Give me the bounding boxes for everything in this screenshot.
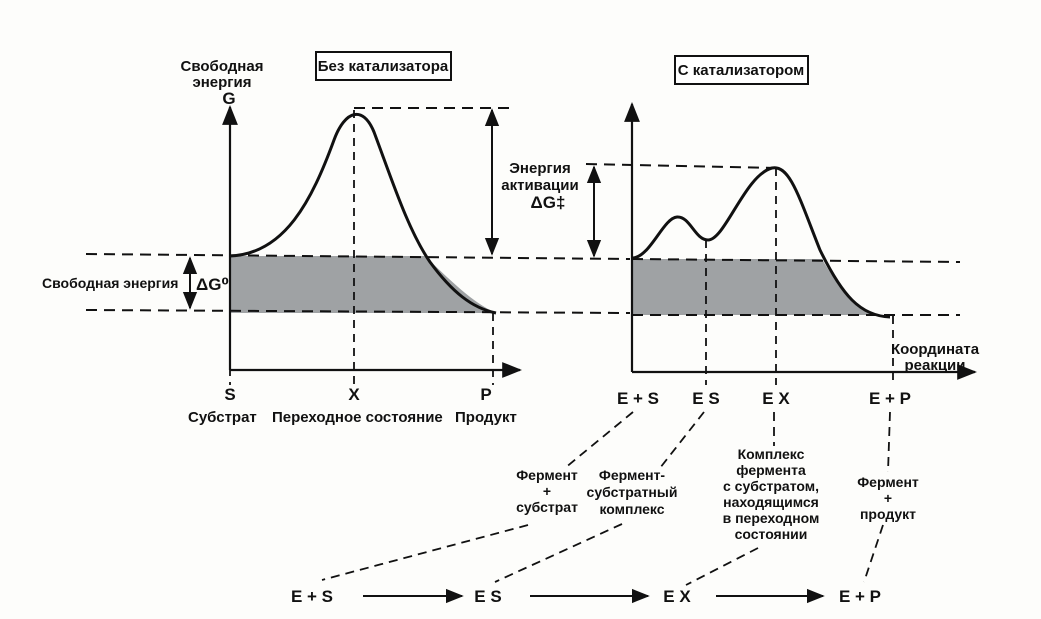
right-panel: С катализатором Энергия активации ΔG‡ Ко…: [501, 55, 980, 408]
activation-label-line1: Энергия: [509, 160, 570, 177]
caption-enzyme-substrate-3: субстрат: [516, 499, 578, 515]
caption-es-complex-2: субстратный: [587, 484, 678, 500]
tick-e-plus-s: E + S: [617, 389, 659, 408]
left-panel: Без катализатора Свободная энергия G Сво…: [42, 51, 631, 426]
leader-lines: [321, 411, 891, 586]
free-energy-label: Свободная энергия: [42, 275, 178, 291]
tick-e-plus-p: E + P: [869, 389, 911, 408]
tick-s: S: [224, 385, 235, 404]
caption-product: Продукт: [455, 409, 517, 426]
caption-enzyme-product-3: продукт: [860, 506, 916, 522]
caption-transition-state: Переходное состояние: [272, 409, 443, 426]
leader-e-plus-s-bottom: [321, 524, 529, 581]
free-energy-band-right: [632, 259, 876, 315]
activation-label-line3: ΔG‡: [531, 193, 566, 212]
reaction-coordinate-line1: Координата: [891, 341, 980, 358]
leader-e-plus-p-bottom: [863, 524, 884, 583]
caption-enzyme-substrate-1: Фермент: [516, 467, 578, 483]
title-right: С катализатором: [678, 62, 804, 79]
caption-ex-complex-3: с субстратом,: [723, 478, 819, 494]
sequence-es: E S: [474, 587, 501, 606]
caption-substrate: Субстрат: [188, 409, 257, 426]
y-axis-label-line2: энергия: [192, 74, 251, 91]
caption-ex-complex-5: в переходном: [723, 510, 820, 526]
initial-energy-dashed-line: [85, 253, 631, 260]
peak-dashed-line-right: [585, 163, 779, 169]
free-energy-band-left: [230, 256, 496, 313]
y-axis-label-line1: Свободная: [181, 58, 264, 75]
tick-ex: E X: [762, 389, 790, 408]
leader-es-top: [659, 411, 705, 469]
sequence-e-plus-s: E + S: [291, 587, 333, 606]
leader-ex-bottom: [685, 547, 759, 586]
tick-x: X: [348, 385, 360, 404]
reaction-coordinate-line2: реакции: [904, 357, 965, 374]
final-energy-dashed-line: [85, 309, 631, 314]
right-initial-dashed-line: [631, 258, 961, 263]
caption-enzyme-product-1: Фермент: [857, 474, 919, 490]
leader-e-plus-p-top: [887, 411, 891, 473]
sequence-e-plus-p: E + P: [839, 587, 881, 606]
catalyzed-energy-curve: [631, 166, 891, 319]
caption-es-complex-3: комплекс: [599, 501, 664, 517]
title-box-right: [674, 55, 809, 85]
reaction-sequence: E + S E S E X E + P: [291, 587, 881, 606]
uncatalyzed-energy-curve: [229, 112, 497, 315]
tick-p: P: [480, 385, 491, 404]
caption-ex-complex-1: Комплекс: [738, 446, 805, 462]
title-left: Без катализатора: [318, 58, 449, 75]
title-box-left: [315, 51, 452, 81]
activation-label-line2: активации: [501, 177, 578, 194]
delta-g0-label: ΔG⁰: [196, 275, 229, 294]
caption-ex-complex-6: состоянии: [735, 526, 808, 542]
tick-es: E S: [692, 389, 719, 408]
caption-es-complex-1: Фермент-: [599, 467, 666, 483]
component-captions: Фермент + субстрат Фермент- субстратный …: [516, 446, 919, 542]
caption-ex-complex-4: находящимся: [723, 494, 819, 510]
leader-e-plus-s-top: [564, 411, 634, 469]
caption-enzyme-product-2: +: [884, 490, 892, 506]
caption-enzyme-substrate-2: +: [543, 483, 551, 499]
y-axis-label-line3: G: [222, 89, 235, 108]
caption-ex-complex-2: фермента: [736, 462, 806, 478]
leader-es-bottom: [494, 523, 623, 583]
sequence-ex: E X: [663, 587, 691, 606]
